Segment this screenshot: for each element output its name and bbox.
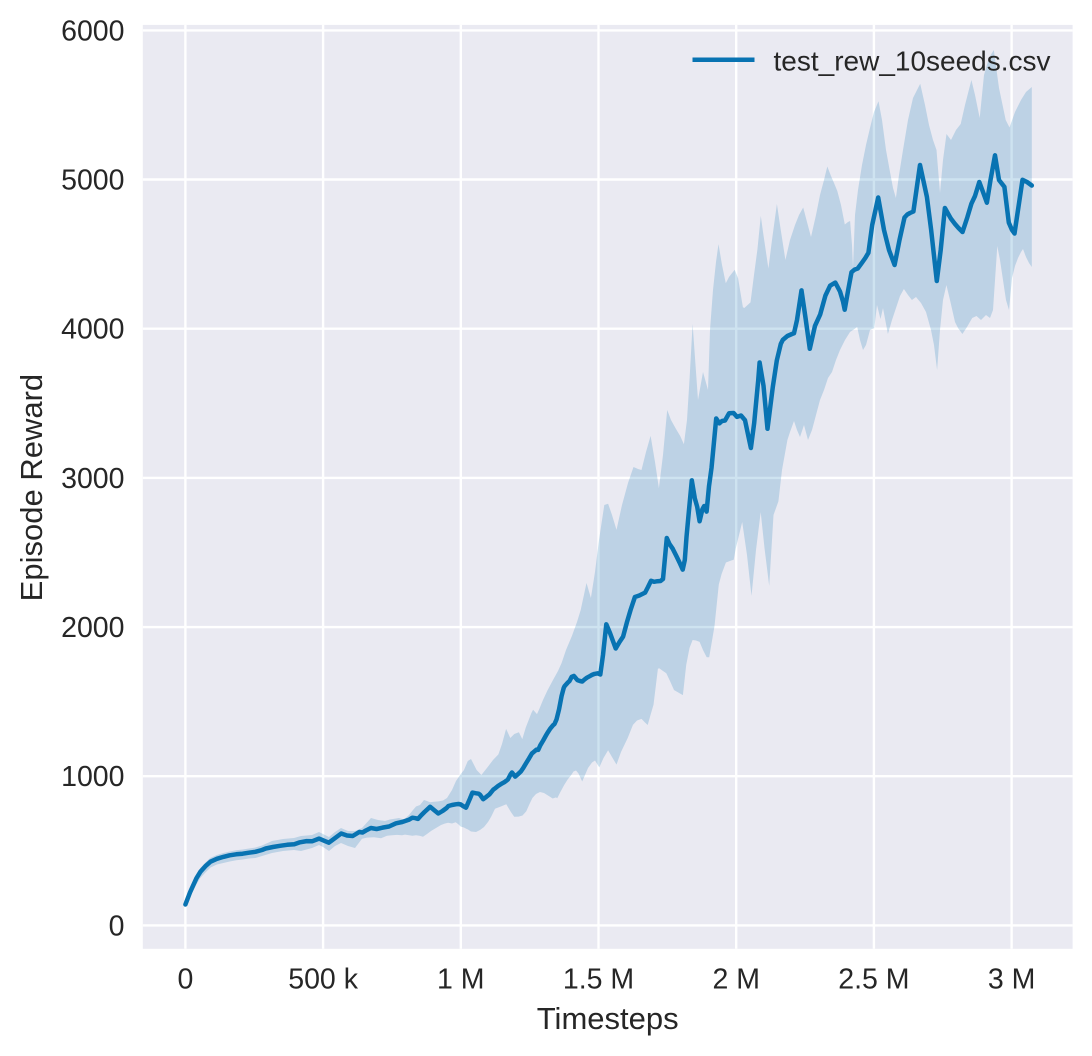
svg-text:2 M: 2 M [712,964,760,996]
svg-text:5000: 5000 [61,164,124,196]
svg-text:4000: 4000 [61,314,124,346]
svg-text:1000: 1000 [61,761,124,793]
svg-text:test_rew_10seeds.csv: test_rew_10seeds.csv [774,45,1051,76]
svg-text:Episode Reward: Episode Reward [14,374,49,601]
svg-text:3000: 3000 [61,463,124,495]
svg-text:0: 0 [109,910,125,942]
svg-text:2000: 2000 [61,612,124,644]
svg-text:500 k: 500 k [288,964,358,996]
svg-text:1.5 M: 1.5 M [563,964,634,996]
svg-text:Timesteps: Timesteps [537,1001,679,1036]
svg-text:3 M: 3 M [988,964,1036,996]
svg-text:6000: 6000 [61,15,124,47]
svg-text:2.5 M: 2.5 M [838,964,909,996]
svg-text:1 M: 1 M [437,964,485,996]
svg-text:0: 0 [177,964,193,996]
